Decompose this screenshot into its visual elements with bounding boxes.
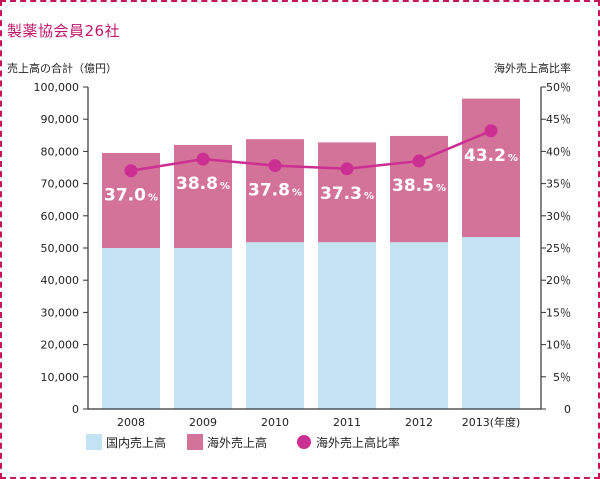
y-left-tick-label: 80,000 xyxy=(41,145,80,158)
bar-overseas-sales xyxy=(246,139,304,243)
x-tick-label: 2008 xyxy=(117,416,145,429)
ratio-line xyxy=(130,129,492,172)
bar-domestic-sales xyxy=(174,248,232,409)
legend-swatch-overseas xyxy=(187,434,203,450)
ratio-data-label-suffix: % xyxy=(508,153,518,164)
ratio-point xyxy=(484,124,498,138)
ratio-data-label: 43.2% xyxy=(464,146,518,166)
ratio-data-label: 38.5% xyxy=(392,176,446,196)
y-left-tick-label: 70,000 xyxy=(41,178,80,191)
x-tick-label: 2013(年度) xyxy=(462,415,521,429)
legend-marker-ratio xyxy=(297,435,311,449)
bar-domestic-sales xyxy=(246,242,304,409)
y-right-tick-label: 20％ xyxy=(546,274,571,287)
ratio-data-label: 37.0% xyxy=(104,186,158,206)
y-right-tick-label: 15％ xyxy=(546,306,571,319)
bar-overseas-sales xyxy=(462,98,520,238)
legend-label-overseas: 海外売上高 xyxy=(207,435,267,450)
y-right-tick-label: 45％ xyxy=(546,113,571,126)
y-left-tick-label: 0 xyxy=(72,403,79,416)
legend-swatch-domestic xyxy=(86,434,102,450)
x-tick-label: 2010 xyxy=(261,416,289,429)
bar-domestic-sales xyxy=(462,237,520,409)
y-left-tick-label: 30,000 xyxy=(41,306,80,319)
y-left-tick-label: 20,000 xyxy=(41,339,80,352)
y-right-tick-label: 40％ xyxy=(546,145,571,158)
ratio-data-label-suffix: % xyxy=(436,183,446,194)
ratio-point xyxy=(268,159,282,173)
y-left-tick-label: 100,000 xyxy=(34,81,80,94)
legend-label-ratio: 海外売上高比率 xyxy=(316,435,400,450)
y-left-tick-label: 10,000 xyxy=(41,371,80,384)
y-right-tick-label: 5％ xyxy=(553,371,571,384)
x-tick-label: 2011 xyxy=(333,416,361,429)
ratio-data-label-suffix: % xyxy=(148,193,158,204)
ratio-point xyxy=(340,162,354,176)
y-left-tick-label: 90,000 xyxy=(41,113,80,126)
ratio-data-label-suffix: % xyxy=(364,191,374,202)
ratio-data-label: 37.8% xyxy=(248,181,302,201)
y-right-tick-label: 0 xyxy=(564,403,571,416)
x-tick-label: 2009 xyxy=(189,416,217,429)
y-right-tick-label: 30％ xyxy=(546,210,571,223)
legend-label-domestic: 国内売上高 xyxy=(106,435,166,450)
bar-domestic-sales xyxy=(102,248,160,409)
bar-domestic-sales xyxy=(318,242,376,409)
ratio-point xyxy=(196,152,210,166)
y-right-tick-label: 50％ xyxy=(546,81,571,94)
y-right-tick-label: 25％ xyxy=(546,242,571,255)
y-axis-right-title: 海外売上高比率 xyxy=(494,61,571,75)
ratio-point xyxy=(412,154,426,168)
y-axis-left-title: 売上高の合計（億円） xyxy=(7,61,117,75)
x-tick-label: 2012 xyxy=(405,416,433,429)
bar-domestic-sales xyxy=(390,242,448,409)
ratio-data-label-suffix: % xyxy=(292,188,302,199)
chart-title: 製薬協会員26社 xyxy=(7,22,121,40)
ratio-data-label: 38.8% xyxy=(176,174,230,194)
y-left-tick-label: 40,000 xyxy=(41,274,80,287)
y-left-tick-label: 60,000 xyxy=(41,210,80,223)
ratio-point xyxy=(124,164,138,178)
bar-overseas-sales xyxy=(318,142,376,243)
ratio-data-label: 37.3% xyxy=(320,184,374,204)
ratio-data-label-suffix: % xyxy=(220,181,230,192)
y-left-tick-label: 50,000 xyxy=(41,242,80,255)
y-right-tick-label: 35％ xyxy=(546,178,571,191)
y-right-tick-label: 10％ xyxy=(546,339,571,352)
